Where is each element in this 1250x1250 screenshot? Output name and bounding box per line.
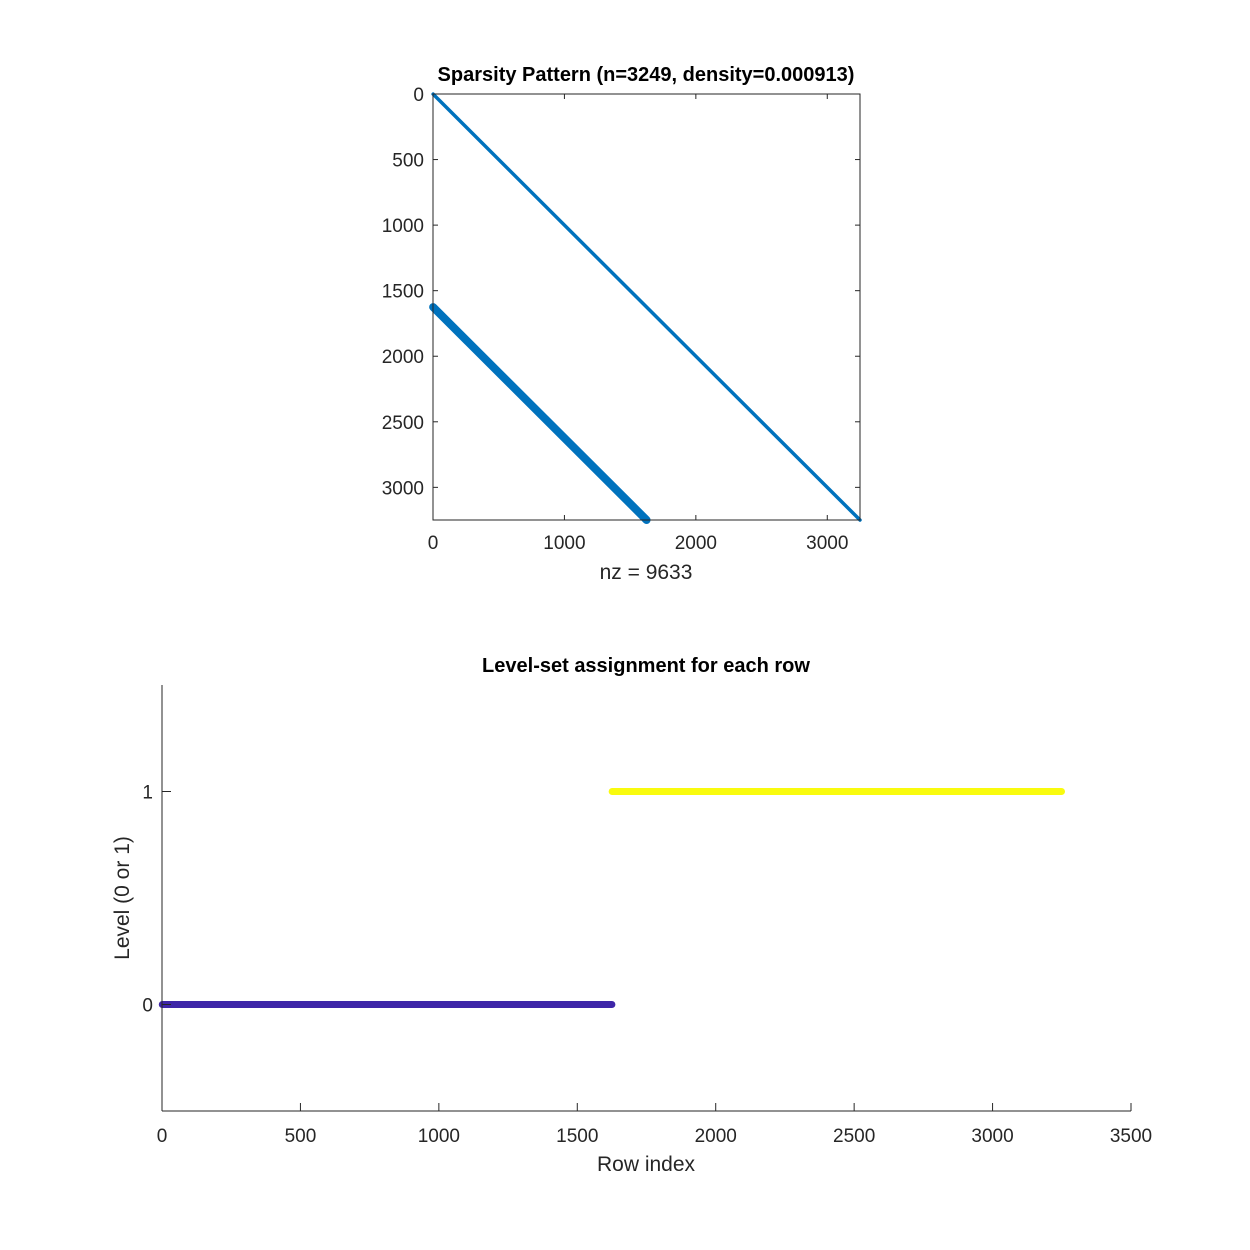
sparsity-x-ticks: 0 1000 2000 3000 [428,94,848,554]
sparsity-x-tick-label: 1000 [543,533,585,554]
sparsity-y-tick-label: 1000 [382,216,424,237]
level-set-y-tick-label: 1 [142,783,153,804]
sparsity-series-main-diagonal [431,92,862,522]
level-set-x-tick-label: 2000 [695,1126,737,1147]
sparsity-y-ticks: 0 500 1000 1500 2000 2500 3000 [382,85,860,499]
level-set-x-tick-label: 3500 [1110,1126,1152,1147]
level-set-ylabel: Level (0 or 1) [111,836,134,960]
level-set-x-tick-label: 1500 [556,1126,598,1147]
level-set-x-ticks: 0 500 1000 1500 2000 2500 3000 3500 [157,1103,1152,1147]
level-set-title: Level-set assignment for each row [482,655,810,677]
level-set-x-tick-label: 500 [285,1126,317,1147]
level-set-x-tick-label: 1000 [418,1126,460,1147]
sparsity-y-tick-label: 1500 [382,282,424,303]
sparsity-y-tick-label: 2500 [382,413,424,434]
sparsity-y-tick-label: 500 [392,151,424,172]
sparsity-xlabel: nz = 9633 [600,561,693,584]
level-set-xlabel: Row index [597,1153,696,1176]
sparsity-x-tick-label: 0 [428,533,439,554]
sparsity-marks [429,92,862,524]
level-set-y-ticks: 01 [142,783,171,1017]
sparsity-chart: Sparsity Pattern (n=3249, density=0.0009… [382,64,862,584]
level-set-marks [158,788,1066,1008]
sparsity-title: Sparsity Pattern (n=3249, density=0.0009… [438,64,855,86]
level-set-x-tick-label: 3000 [971,1126,1013,1147]
sparsity-axes-box [432,93,861,521]
sparsity-x-tick-label: 3000 [806,533,848,554]
level-set-y-tick-label: 0 [142,996,153,1017]
level-set-x-tick-label: 2500 [833,1126,875,1147]
level-set-x-tick-label: 0 [157,1126,168,1147]
sparsity-y-tick-label: 3000 [382,478,424,499]
sparsity-series-sub-diagonal-band [429,303,651,524]
sparsity-x-tick-label: 2000 [675,533,717,554]
sparsity-y-tick-label: 0 [413,85,424,106]
level-set-chart: Level-set assignment for each row 0 500 10… [111,655,1152,1176]
sparsity-y-tick-label: 2000 [382,347,424,368]
